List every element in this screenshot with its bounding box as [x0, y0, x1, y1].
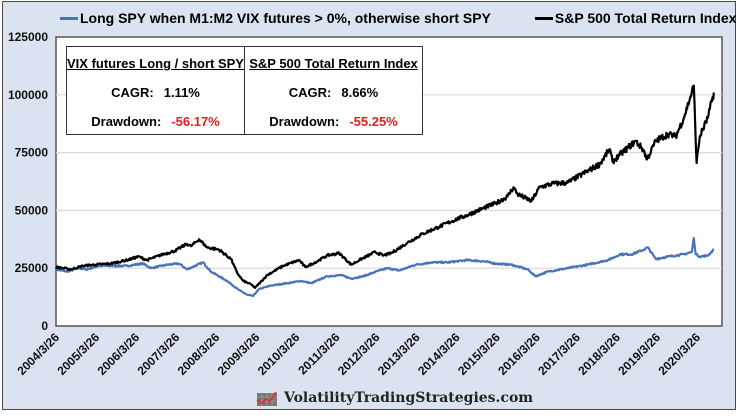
- x-tick-label: 2019/3/26: [615, 330, 663, 378]
- x-tick-label: 2013/3/26: [375, 330, 423, 378]
- brand-text: VolatilityTradingStrategies.com: [284, 390, 534, 406]
- x-tick-label: 2004/3/26: [14, 330, 62, 378]
- drawdown-label: Drawdown:: [91, 114, 162, 129]
- legend-swatch-blue: [60, 16, 78, 20]
- cagr-label: CAGR:: [111, 85, 154, 100]
- legend-item-sp500: S&P 500 Total Return Index: [534, 10, 737, 26]
- stats-sp500-drawdown: Drawdown: -55.25%: [269, 114, 397, 129]
- brand[interactable]: VolatilityTradingStrategies.com: [256, 389, 533, 407]
- chart-logo-icon: [256, 391, 277, 406]
- x-tick-label: 2014/3/26: [415, 330, 463, 378]
- cagr-value: 1.11%: [163, 85, 200, 100]
- legend-label-sp500: S&P 500 Total Return Index: [554, 10, 737, 26]
- drawdown-value: -56.17%: [171, 114, 220, 129]
- drawdown-label: Drawdown:: [269, 114, 340, 129]
- y-tick-label: 100000: [8, 88, 48, 102]
- stats-strategy: VIX futures Long / short SPY CAGR: 1.11% …: [67, 47, 244, 134]
- cagr-label: CAGR:: [288, 85, 332, 100]
- stats-sp500-cagr: CAGR: 8.66%: [289, 85, 378, 100]
- series-line-strategy: [55, 237, 715, 297]
- series-line-sp500: [55, 84, 715, 289]
- legend-swatch-black: [534, 16, 553, 20]
- x-tick-label: 2015/3/26: [455, 330, 503, 378]
- x-tick-label: 2006/3/26: [95, 330, 143, 378]
- y-axis: 0 25000 50000 75000 100000 125000: [8, 30, 48, 333]
- stats-table: VIX futures Long / short SPY CAGR: 1.11% …: [66, 46, 423, 135]
- x-tick-label: 2017/3/26: [535, 330, 583, 378]
- y-tick-label: 25000: [15, 261, 49, 275]
- x-tick-label: 2018/3/26: [575, 330, 623, 378]
- stats-sp500: S&P 500 Total Return Index CAGR: 8.66% Dr…: [244, 47, 422, 134]
- stats-strategy-title: VIX futures Long / short SPY: [67, 56, 244, 71]
- cagr-value: 8.66%: [341, 85, 379, 100]
- x-tick-label: 2007/3/26: [135, 330, 183, 378]
- y-tick-label: 125000: [8, 30, 48, 44]
- x-tick-label: 2010/3/26: [255, 330, 303, 378]
- x-tick-label: 2020/3/26: [655, 330, 703, 378]
- legend-item-strategy: Long SPY when M1:M2 VIX futures > 0%, ot…: [60, 10, 491, 26]
- series-lines: [55, 84, 715, 297]
- legend: Long SPY when M1:M2 VIX futures > 0%, ot…: [60, 9, 740, 27]
- stats-strategy-drawdown: Drawdown: -56.17%: [91, 114, 219, 129]
- x-tick-label: 2011/3/26: [295, 330, 342, 377]
- x-tick-label: 2005/3/26: [55, 330, 103, 378]
- x-tick-label: 2009/3/26: [215, 330, 263, 378]
- y-tick-label: 50000: [15, 203, 49, 217]
- drawdown-value: -55.25%: [349, 114, 398, 129]
- x-tick-label: 2016/3/26: [495, 330, 543, 378]
- y-tick-label: 75000: [15, 146, 49, 160]
- x-tick-label: 2008/3/26: [175, 330, 223, 378]
- legend-label-strategy: Long SPY when M1:M2 VIX futures > 0%, ot…: [80, 10, 491, 26]
- y-tick-label: 0: [41, 319, 48, 333]
- x-axis: 2004/3/262005/3/262006/3/262007/3/262008…: [14, 330, 703, 378]
- stats-strategy-cagr: CAGR: 1.11%: [111, 85, 200, 100]
- x-tick-label: 2012/3/26: [335, 330, 383, 378]
- stats-sp500-title: S&P 500 Total Return Index: [249, 56, 418, 71]
